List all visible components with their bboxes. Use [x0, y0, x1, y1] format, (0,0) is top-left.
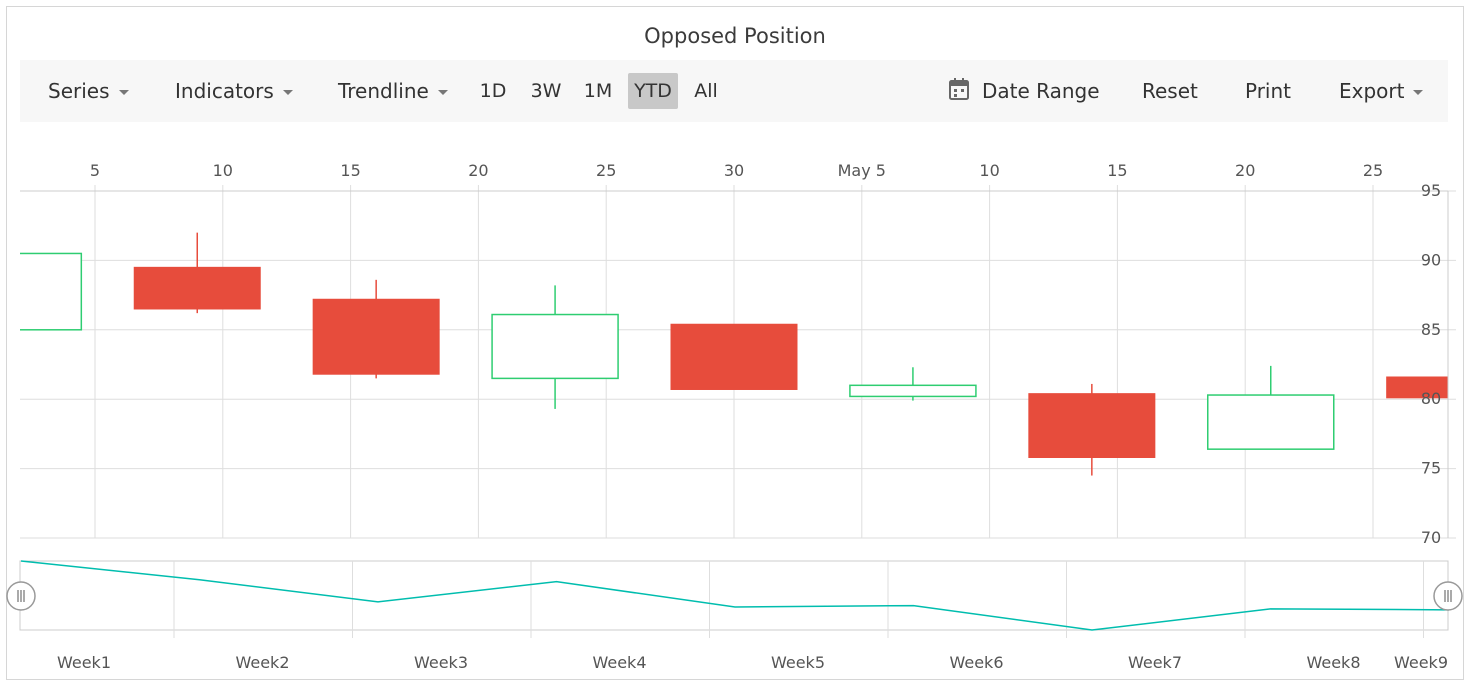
- period-1d-button[interactable]: 1D: [479, 80, 507, 102]
- navigator-area: [19, 560, 1449, 631]
- indicators-dropdown[interactable]: Indicators: [175, 60, 293, 122]
- navigator-x-label: Week7: [1128, 653, 1182, 672]
- period-3w-button[interactable]: 3W: [530, 80, 562, 102]
- period-all-button[interactable]: All: [694, 80, 718, 102]
- period-1m-button[interactable]: 1M: [583, 80, 613, 102]
- navigator-right-thumb[interactable]: [1433, 581, 1463, 611]
- candle[interactable]: [491, 285, 619, 409]
- navigator-x-label: Week2: [235, 653, 289, 672]
- chart-title: Opposed Position: [644, 24, 826, 48]
- candle[interactable]: [1028, 383, 1156, 476]
- x-tick-label: 15: [1107, 161, 1127, 180]
- date-range-button[interactable]: Date Range: [948, 60, 1100, 122]
- y-tick-label: 80: [1421, 389, 1441, 408]
- navigator-x-label: Week3: [414, 653, 468, 672]
- candle[interactable]: [1386, 356, 1470, 399]
- navigator-x-label: Week5: [771, 653, 825, 672]
- x-tick-label: 15: [340, 161, 360, 180]
- navigator-x-label: Week1: [57, 653, 111, 672]
- candle-body: [1028, 393, 1156, 458]
- caret-down-icon: [118, 89, 129, 95]
- navigator-x-label: Week4: [592, 653, 646, 672]
- series-label: Series: [48, 79, 110, 103]
- print-button[interactable]: Print: [1245, 79, 1292, 103]
- trendline-label: Trendline: [338, 79, 429, 103]
- candle-body: [312, 298, 440, 375]
- y-tick-label: 85: [1421, 320, 1441, 339]
- candle[interactable]: [849, 367, 977, 401]
- indicators-label: Indicators: [175, 79, 274, 103]
- period-ytd-button[interactable]: YTD: [628, 73, 678, 109]
- caret-down-icon: [437, 89, 448, 95]
- y-tick-label: 95: [1421, 181, 1441, 200]
- series-dropdown[interactable]: Series: [48, 60, 129, 122]
- export-label: Export: [1339, 79, 1405, 103]
- navigator-x-label: Week9: [1394, 653, 1448, 672]
- candle[interactable]: [312, 279, 440, 379]
- x-tick-label: May 5: [838, 161, 886, 180]
- candle-body: [670, 323, 798, 390]
- candle-body: [849, 384, 977, 398]
- candle-body: [133, 266, 261, 310]
- period-selector-toolbar: Series Indicators Trendline 1D 3W 1M YTD…: [20, 60, 1448, 122]
- x-tick-label: 10: [979, 161, 999, 180]
- navigator-series-line: [20, 560, 1450, 631]
- x-tick-label: 10: [213, 161, 233, 180]
- x-tick-label: 5: [90, 161, 100, 180]
- candle[interactable]: [1207, 365, 1335, 450]
- x-tick-label: 30: [724, 161, 744, 180]
- y-tick-label: 90: [1421, 250, 1441, 269]
- x-tick-label: 25: [1363, 161, 1383, 180]
- y-tick-label: 75: [1421, 459, 1441, 478]
- navigator-x-label: Week6: [949, 653, 1003, 672]
- caret-down-icon: [282, 89, 293, 95]
- candle[interactable]: [670, 323, 798, 390]
- candle-body: [491, 313, 619, 380]
- x-tick-label: 20: [468, 161, 488, 180]
- calendar-icon: [948, 77, 970, 106]
- x-tick-label: 25: [596, 161, 616, 180]
- reset-button[interactable]: Reset: [1142, 79, 1198, 103]
- trendline-dropdown[interactable]: Trendline: [338, 60, 448, 122]
- export-dropdown[interactable]: Export: [1339, 60, 1424, 122]
- navigator-left-thumb[interactable]: [6, 581, 36, 611]
- candle-body: [1386, 376, 1448, 399]
- date-range-label: Date Range: [982, 79, 1100, 103]
- y-tick-label: 70: [1421, 528, 1441, 547]
- candle[interactable]: [0, 252, 83, 331]
- x-tick-label: 20: [1235, 161, 1255, 180]
- candle-body: [1207, 394, 1335, 450]
- candle[interactable]: [133, 232, 261, 314]
- candle-body: [20, 252, 83, 331]
- navigator-x-label: Week8: [1306, 653, 1360, 672]
- caret-down-icon: [1413, 89, 1424, 95]
